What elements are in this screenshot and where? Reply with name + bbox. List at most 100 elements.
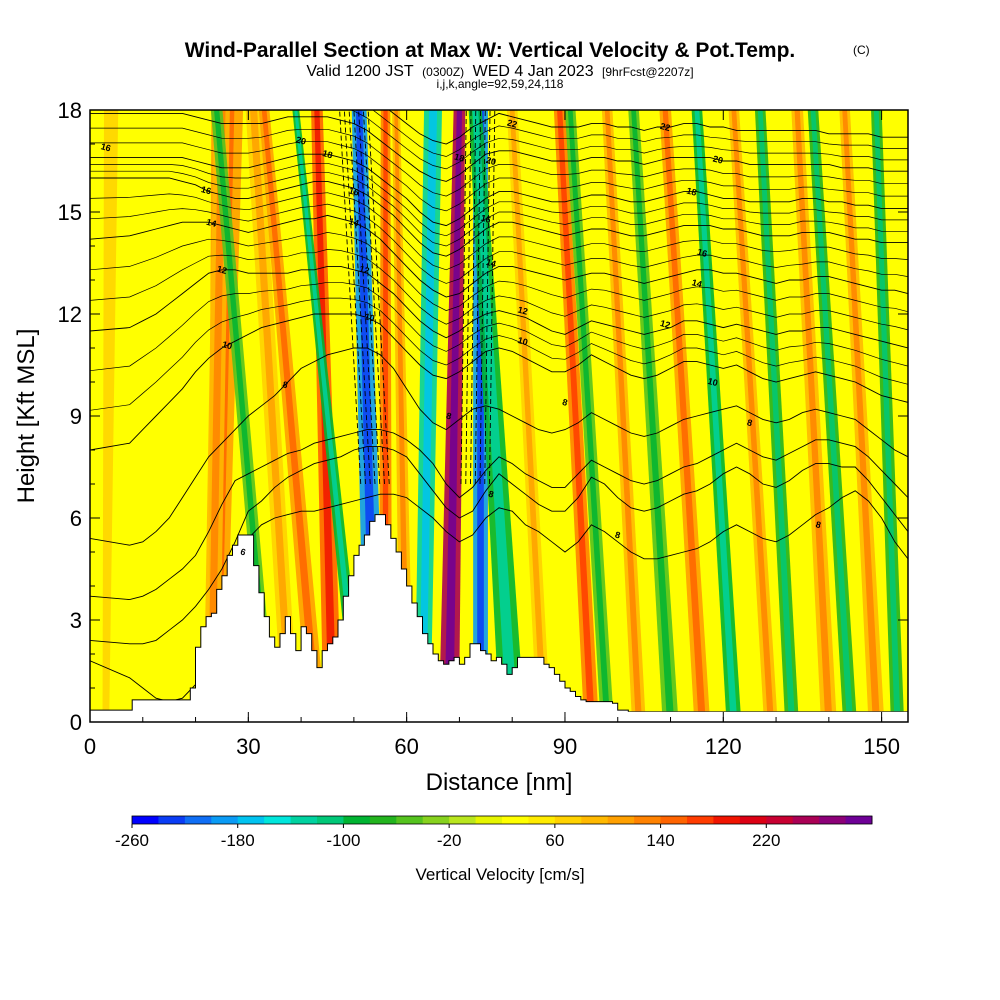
velocity-band-core bbox=[294, 110, 363, 722]
contour-label: 14 bbox=[348, 216, 360, 228]
contour-label: 12 bbox=[659, 318, 671, 330]
y-tick-label: 15 bbox=[58, 200, 82, 225]
colorbar-swatch bbox=[634, 816, 662, 824]
colorbar-swatch bbox=[449, 816, 477, 824]
contour-label-text: 16 bbox=[100, 141, 112, 153]
terrain bbox=[90, 514, 908, 722]
contour-label-text: 18 bbox=[685, 185, 697, 197]
contour-label-text: 12 bbox=[517, 304, 529, 316]
colorbar-tick-label: -100 bbox=[326, 831, 360, 850]
colorbar-swatch bbox=[158, 816, 186, 824]
colorbar-tick-label: 220 bbox=[752, 831, 780, 850]
contour-label-text: 20 bbox=[712, 154, 724, 166]
contour-label-text: 16 bbox=[348, 185, 360, 197]
theta-contour bbox=[90, 214, 908, 298]
contour-label: 12 bbox=[517, 304, 529, 316]
colorbar-tick-label: 60 bbox=[545, 831, 564, 850]
contour-label: 8 bbox=[614, 530, 621, 541]
colorbar bbox=[131, 815, 873, 825]
forecast-tag: [9hrFcst@2207z] bbox=[602, 65, 694, 79]
colorbar-swatch bbox=[713, 816, 741, 824]
colorbar-swatch bbox=[396, 816, 424, 824]
colorbar-swatch bbox=[792, 816, 820, 824]
colorbar-swatch bbox=[607, 816, 635, 824]
velocity-band-core bbox=[444, 110, 463, 722]
dashed-contour bbox=[353, 110, 376, 485]
x-tick-label: 90 bbox=[553, 734, 577, 759]
contour-label-text: 8 bbox=[815, 519, 822, 530]
contour-label: 10 bbox=[221, 339, 233, 351]
y-tick-label: 0 bbox=[70, 710, 82, 735]
contour-label: 22 bbox=[659, 121, 671, 133]
theta-contour bbox=[90, 313, 908, 451]
colorbar-swatch bbox=[475, 816, 503, 824]
contour-label-text: 16 bbox=[200, 184, 212, 196]
contour-labels: 6 8 10 12 14 16 18 20 22 16 20 18 16 14 12 10 8 18 20 22 16 1… bbox=[100, 117, 822, 558]
dashed-contour bbox=[348, 110, 371, 485]
velocity-band-core bbox=[731, 110, 774, 722]
contour-label-text: 8 bbox=[487, 489, 494, 500]
x-tick-label: 0 bbox=[84, 734, 96, 759]
contour-label: 20 bbox=[712, 154, 724, 166]
velocity-band-core bbox=[873, 110, 901, 722]
contour-label-text: 8 bbox=[746, 417, 753, 428]
theta-contour-minor bbox=[90, 281, 908, 372]
contour-label-text: 14 bbox=[205, 217, 217, 229]
contour-label: 8 bbox=[746, 417, 753, 428]
plot-area: 6 8 10 12 14 16 18 20 22 16 20 18 16 14 12 10 8 18 20 22 16 1… bbox=[90, 110, 908, 722]
colorbar-frame bbox=[131, 815, 873, 825]
theta-contour-minor bbox=[349, 110, 908, 170]
colorbar-swatch bbox=[237, 816, 265, 824]
velocity-band-core bbox=[757, 110, 795, 722]
contour-label: 6 bbox=[239, 547, 246, 558]
contour-label-text: 22 bbox=[659, 121, 671, 133]
colorbar-swatch bbox=[660, 816, 688, 824]
contour-label-text: 10 bbox=[221, 339, 233, 351]
theta-contour-minor bbox=[372, 110, 908, 157]
theta-contour-minor bbox=[90, 170, 908, 247]
contour-label: 16 bbox=[200, 184, 212, 196]
velocity-band-core bbox=[102, 110, 119, 722]
theta-contour bbox=[90, 446, 908, 645]
velocity-band-core bbox=[567, 110, 611, 722]
theta-contour bbox=[90, 429, 908, 601]
contour-label-text: 18 bbox=[453, 151, 465, 163]
contour-label-text: 14 bbox=[348, 216, 360, 228]
valid-date: WED 4 Jan 2023 bbox=[473, 63, 594, 80]
theta-contour bbox=[90, 153, 908, 227]
theta-contour bbox=[90, 112, 908, 182]
theta-contour-minor bbox=[90, 141, 908, 212]
velocity-band-core bbox=[557, 110, 595, 722]
contour-label: 20 bbox=[295, 134, 307, 146]
contour-label: 22 bbox=[506, 117, 518, 129]
theta-contour-minor bbox=[90, 192, 908, 271]
contour-label-text: 20 bbox=[295, 134, 307, 146]
dashed-contour bbox=[470, 110, 477, 485]
contour-label-text: 8 bbox=[614, 530, 621, 541]
terrain-base bbox=[90, 711, 908, 722]
velocity-band-core bbox=[509, 110, 547, 722]
contour-label-text: 12 bbox=[358, 264, 370, 276]
contour-label: 10 bbox=[517, 335, 529, 347]
y-axis: 0 3 6 9 12 15 18 bbox=[58, 98, 908, 735]
colorbar-swatch bbox=[422, 816, 450, 824]
valid-utc: (0300Z) bbox=[422, 65, 464, 79]
y-tick-label: 3 bbox=[70, 608, 82, 633]
theta-contour bbox=[90, 177, 908, 257]
contour-label-text: 16 bbox=[696, 247, 708, 259]
x-axis: 0 30 60 90 120 150 bbox=[84, 110, 900, 759]
velocity-band-core bbox=[694, 110, 738, 722]
contour-label: 16 bbox=[348, 185, 360, 197]
dashed-contour bbox=[362, 110, 385, 485]
contour-label-text: 8 bbox=[445, 411, 452, 422]
theta-contour-minor bbox=[90, 127, 908, 197]
velocity-field bbox=[90, 110, 908, 722]
x-tick-label: 60 bbox=[394, 734, 418, 759]
colorbar-swatch bbox=[528, 816, 556, 824]
velocity-band-core bbox=[842, 110, 880, 722]
contour-label: 16 bbox=[100, 141, 112, 153]
valid-time-line: Valid 1200 JST (0300Z) WED 4 Jan 2023 [9… bbox=[306, 63, 693, 80]
x-tick-label: 30 bbox=[236, 734, 260, 759]
contour-label: 14 bbox=[691, 277, 703, 289]
contour-label: 8 bbox=[815, 519, 822, 530]
